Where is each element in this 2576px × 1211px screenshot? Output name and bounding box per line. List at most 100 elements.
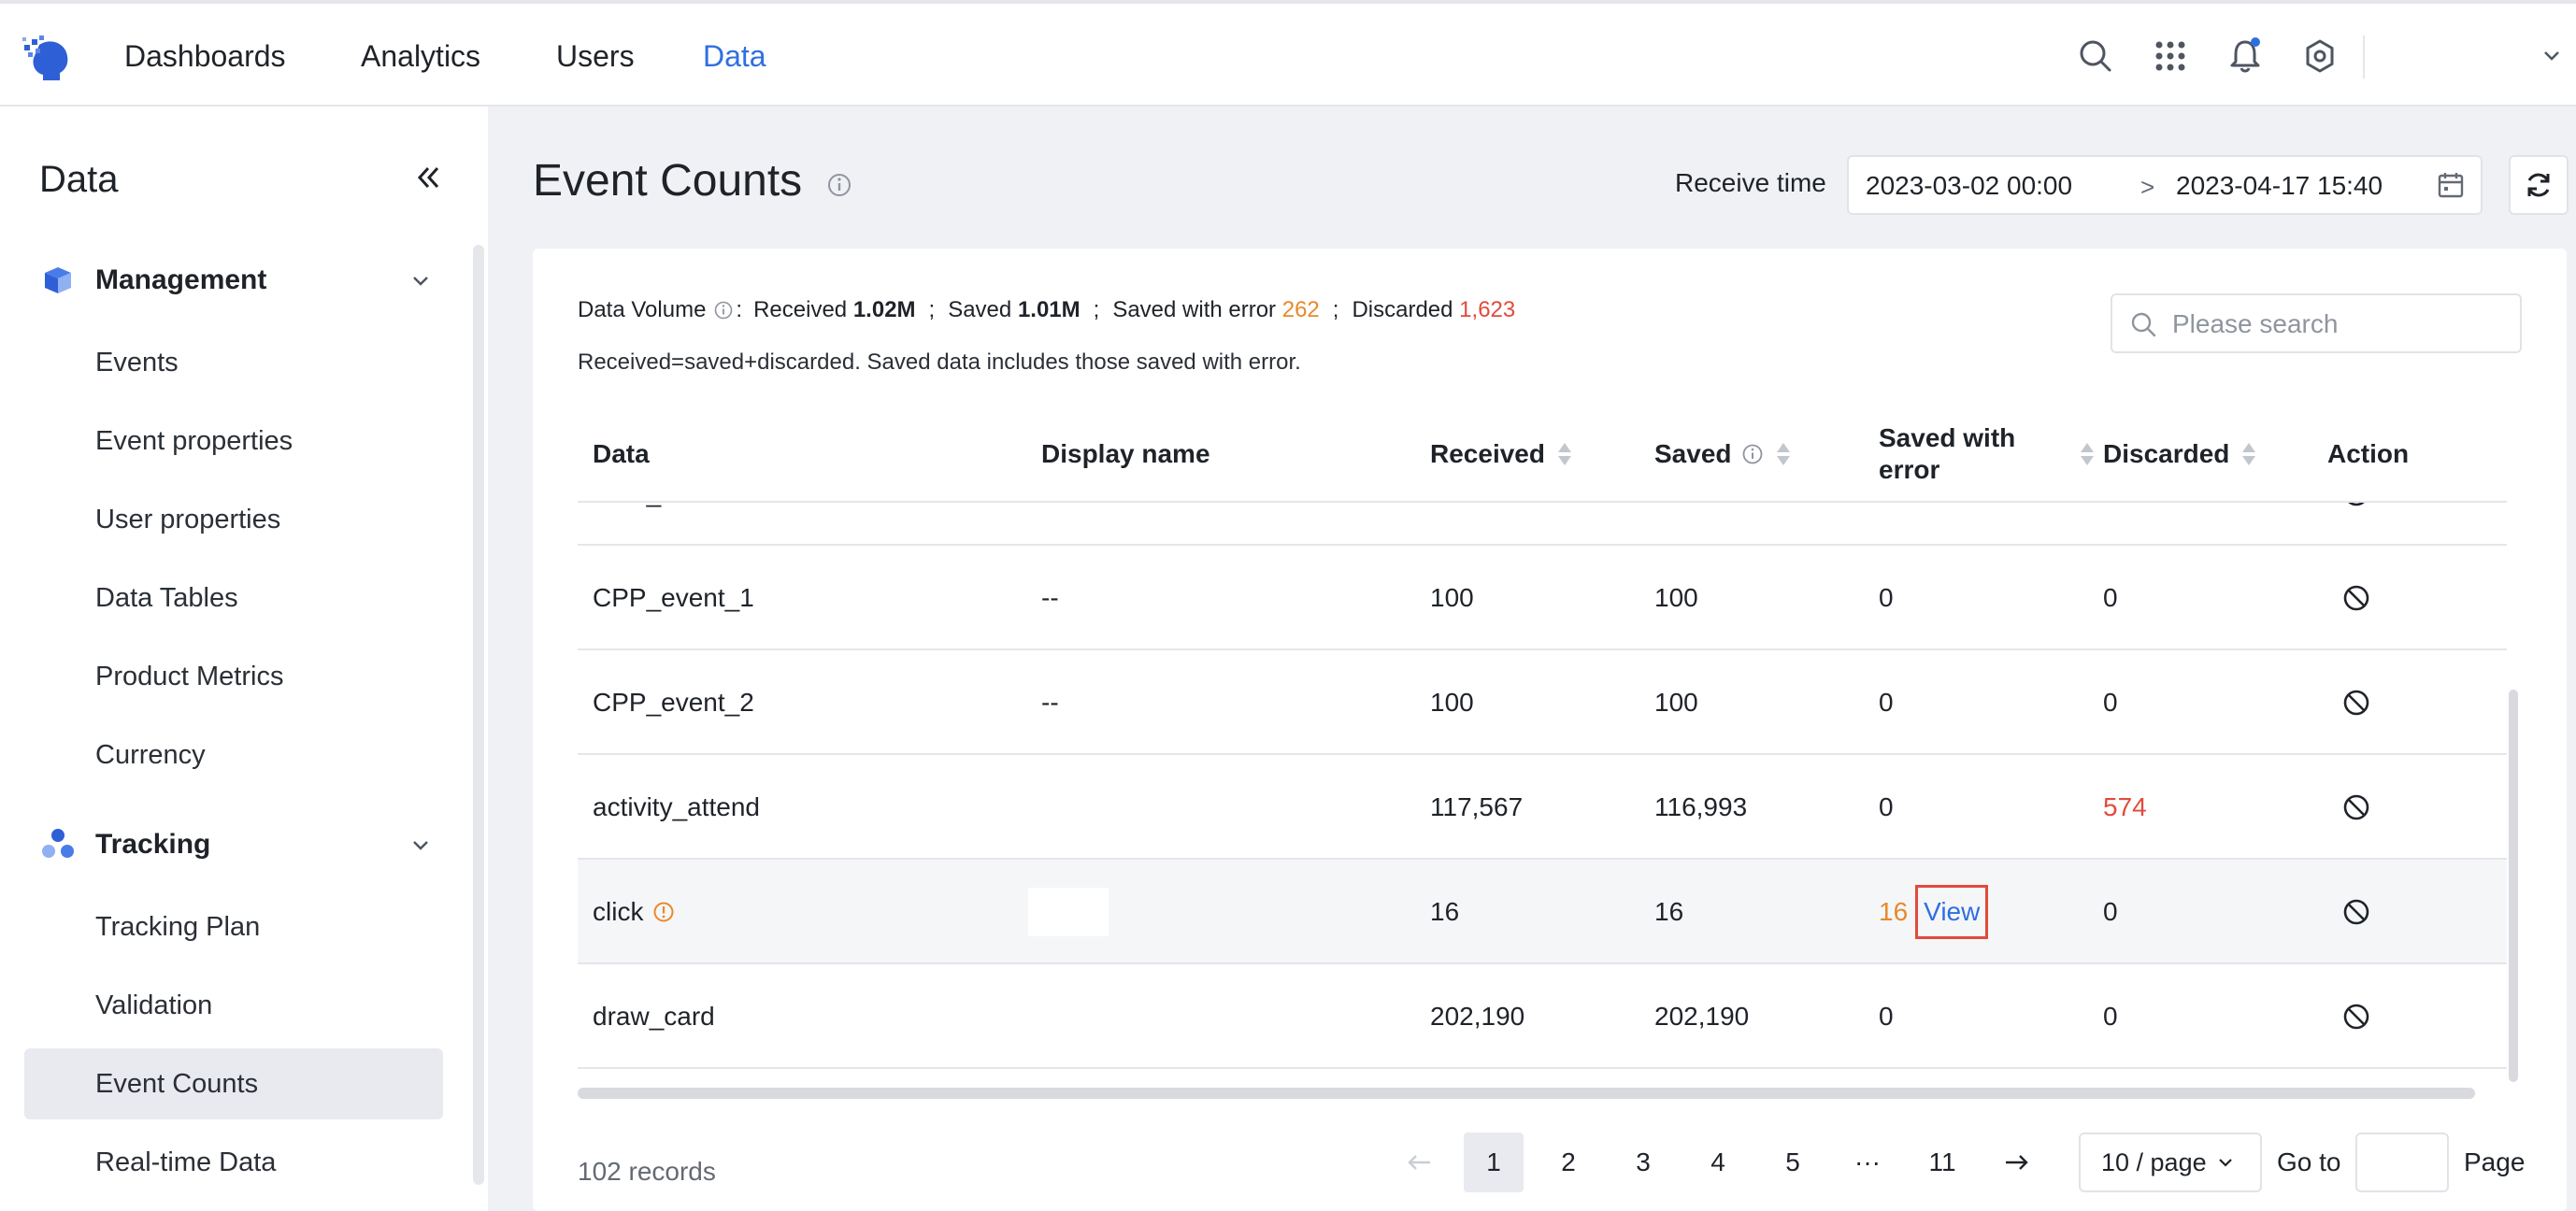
info-icon[interactable] <box>713 300 734 321</box>
nav-data[interactable]: Data <box>703 39 766 73</box>
search-placeholder: Please search <box>2172 309 2339 338</box>
block-icon[interactable] <box>2342 546 2370 650</box>
cell-data: click <box>593 860 675 964</box>
event-name: click <box>593 897 644 926</box>
saved-label: Saved <box>948 297 1012 322</box>
start-date[interactable]: 2023-03-02 00:00 <box>1866 171 2073 200</box>
display-name-input[interactable] <box>1028 888 1109 936</box>
cell-received: 16 <box>1430 897 1460 926</box>
block-icon[interactable] <box>2342 755 2370 860</box>
cell-saved-with-error: 16 View <box>1879 860 1989 964</box>
table-row[interactable]: CPP_event_1 -- 100 100 0 0 <box>578 546 2507 650</box>
sidebar-scrollbar[interactable] <box>473 245 484 1185</box>
page-button-4[interactable]: 4 <box>1710 1147 1725 1176</box>
search-input[interactable]: Please search <box>2111 293 2522 353</box>
brand-logo-icon[interactable] <box>22 32 73 82</box>
cell-saved-with-error: 0 <box>1879 583 1894 612</box>
refresh-icon <box>2527 173 2550 197</box>
chevron-down-icon[interactable] <box>409 269 432 292</box>
page-button-5[interactable]: 5 <box>1785 1147 1800 1176</box>
calendar-icon[interactable] <box>2436 170 2466 200</box>
sidebar-item-tracking-plan[interactable]: Tracking Plan <box>95 911 261 942</box>
sort-icon[interactable] <box>1557 443 1571 465</box>
table-vertical-scrollbar[interactable] <box>2509 690 2518 1082</box>
sidebar-item-currency[interactable]: Currency <box>95 739 206 770</box>
cell-display-name: -- <box>1041 583 1059 612</box>
sidebar-group-tracking[interactable]: Tracking <box>39 822 432 867</box>
warning-icon[interactable] <box>652 901 675 923</box>
block-icon[interactable] <box>2342 650 2370 755</box>
page-button-1[interactable]: 1 <box>1464 1133 1524 1192</box>
chevron-down-icon[interactable] <box>2540 45 2563 67</box>
sidebar-group-management[interactable]: Management <box>39 258 432 303</box>
arrow-left-icon <box>1408 1155 1430 1170</box>
column-header-saved-with-error[interactable]: Saved with error <box>1879 415 2094 493</box>
page-button-3[interactable]: 3 <box>1636 1147 1651 1176</box>
data-volume-note: Received=saved+discarded. Saved data inc… <box>578 349 1301 375</box>
cell-saved: 16 <box>1654 897 1684 926</box>
cell-display-name[interactable] <box>1028 860 1109 964</box>
table-row[interactable]: draw_card 202,190 202,190 0 0 <box>578 964 2507 1069</box>
cell-saved-with-error: 0 <box>1879 792 1894 821</box>
data-volume-label: Data Volume <box>578 297 707 322</box>
refresh-button[interactable] <box>2509 155 2569 215</box>
cell-discarded: 574 <box>2103 792 2147 821</box>
cell-received: 100 <box>1430 583 1474 612</box>
date-range-picker[interactable]: 2023-03-02 00:00 > 2023-04-17 15:40 <box>1847 155 2483 215</box>
page-button-11[interactable]: 11 <box>1928 1147 1956 1176</box>
column-header-received[interactable]: Received <box>1430 415 1571 493</box>
discarded-value: 1,623 <box>1459 297 1516 322</box>
cell-discarded: 0 <box>2103 688 2118 717</box>
info-icon[interactable] <box>826 172 852 198</box>
sidebar-item-user-properties[interactable]: User properties <box>95 504 281 534</box>
cell-display-name: -- <box>1041 688 1059 717</box>
end-date[interactable]: 2023-04-17 15:40 <box>2176 171 2383 200</box>
block-icon[interactable] <box>2342 503 2370 546</box>
prev-page-button[interactable] <box>1389 1133 1449 1192</box>
sidebar-item-real-time-data[interactable]: Real-time Data <box>95 1147 277 1177</box>
apps-grid-icon[interactable] <box>2150 36 2191 77</box>
chevron-down-icon[interactable] <box>409 833 432 856</box>
block-icon[interactable] <box>2342 860 2370 964</box>
sort-icon[interactable] <box>1776 443 1790 465</box>
view-link[interactable]: View <box>1915 885 1989 939</box>
nav-dashboards[interactable]: Dashboards <box>124 39 286 73</box>
bell-icon[interactable] <box>2225 36 2266 77</box>
cell-received: 202,190 <box>1430 1002 1525 1031</box>
search-icon[interactable] <box>2075 36 2116 77</box>
sidebar-item-event-properties[interactable]: Event properties <box>95 425 293 456</box>
table-row[interactable]: activity_attend 117,567 116,993 0 574 <box>578 755 2507 860</box>
column-header-discarded[interactable]: Discarded <box>2103 415 2256 493</box>
page-button-2[interactable]: 2 <box>1561 1147 1576 1176</box>
page-ellipsis[interactable]: ··· <box>1854 1147 1881 1176</box>
sort-icon[interactable] <box>2242 443 2256 465</box>
cell-data: CPP_event <box>593 503 725 546</box>
column-header-saved[interactable]: Saved <box>1654 415 1790 493</box>
table-row[interactable]: CPP_event_2 -- 100 100 0 0 <box>578 650 2507 755</box>
page-size-select[interactable]: 10 / page <box>2079 1133 2262 1192</box>
column-header-action: Action <box>2327 439 2410 468</box>
nav-users[interactable]: Users <box>556 39 635 73</box>
goto-page-input[interactable] <box>2355 1133 2449 1192</box>
block-icon[interactable] <box>2342 964 2370 1069</box>
settings-icon[interactable] <box>2299 36 2340 77</box>
info-icon[interactable] <box>1741 443 1764 465</box>
nav-analytics[interactable]: Analytics <box>361 39 481 73</box>
cell-display-name: -- <box>1041 503 1059 546</box>
cell-saved: 202,190 <box>1654 1002 1750 1031</box>
table-body[interactable]: CPP_event -- 52 52 0 0 CPP_event_1 -- 10… <box>533 503 2567 1082</box>
next-page-button[interactable] <box>1987 1133 2047 1192</box>
collapse-sidebar-icon[interactable] <box>411 161 445 194</box>
management-icon <box>45 267 71 293</box>
sidebar-item-event-counts[interactable]: Event Counts <box>24 1048 443 1119</box>
sidebar-title: Data <box>39 159 119 200</box>
sort-icon[interactable] <box>2081 443 2094 465</box>
sidebar-item-data-tables[interactable]: Data Tables <box>95 582 238 613</box>
sidebar-item-events[interactable]: Events <box>95 347 179 378</box>
table-row[interactable]: click 16 16 16 View 0 <box>578 860 2507 964</box>
sidebar-item-product-metrics[interactable]: Product Metrics <box>95 661 284 691</box>
cell-saved: 116,993 <box>1654 792 1748 821</box>
table-row[interactable]: CPP_event -- 52 52 0 0 <box>578 503 2507 546</box>
table-horizontal-scrollbar[interactable] <box>578 1088 2475 1099</box>
sidebar-item-validation[interactable]: Validation <box>95 990 213 1020</box>
